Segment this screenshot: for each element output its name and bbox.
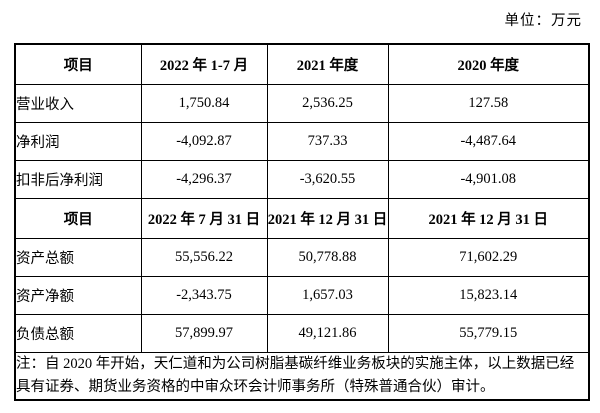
table-row-total-assets: 资产总额 55,556.22 50,778.88 71,602.29	[14, 237, 590, 277]
row-label: 净利润	[14, 121, 142, 161]
value-cell: 49,121.86	[266, 313, 389, 353]
value-cell: 50,778.88	[266, 237, 389, 277]
value-cell: 737.33	[266, 121, 389, 161]
value-cell: 2,536.25	[266, 83, 389, 123]
table-row-net-profit-after-nonrecurring: 扣非后净利润 -4,296.37 -3,620.55 -4,901.08	[14, 159, 590, 199]
audit-note: 注：自 2020 年开始，天仁道和为公司树脂基碳纤维业务板块的实施主体，以上数据…	[14, 351, 590, 401]
table-row-revenue: 营业收入 1,750.84 2,536.25 127.58	[14, 83, 590, 123]
header-date-2021-12-31-b: 2021 年 12 月 31 日	[387, 197, 590, 239]
header-period-2020: 2020 年度	[387, 43, 590, 85]
value-cell: 71,602.29	[387, 237, 590, 277]
table-note-row: 注：自 2020 年开始，天仁道和为公司树脂基碳纤维业务板块的实施主体，以上数据…	[14, 351, 590, 401]
row-label: 营业收入	[14, 83, 142, 123]
header-period-2021: 2021 年度	[266, 43, 389, 85]
row-label: 扣非后净利润	[14, 159, 142, 199]
row-label: 资产总额	[14, 237, 142, 277]
header-date-2022-07-31: 2022 年 7 月 31 日	[140, 197, 268, 239]
value-cell: -2,343.75	[140, 275, 268, 315]
value-cell: 55,556.22	[140, 237, 268, 277]
table-row-net-assets: 资产净额 -2,343.75 1,657.03 15,823.14	[14, 275, 590, 315]
value-cell: 15,823.14	[387, 275, 590, 315]
row-label: 资产净额	[14, 275, 142, 315]
header-item: 项目	[14, 43, 142, 85]
row-label: 负债总额	[14, 313, 142, 353]
value-cell: -4,901.08	[387, 159, 590, 199]
value-cell: -4,296.37	[140, 159, 268, 199]
value-cell: -4,487.64	[387, 121, 590, 161]
income-header-row: 项目 2022 年 1-7 月 2021 年度 2020 年度	[14, 43, 590, 85]
value-cell: -3,620.55	[266, 159, 389, 199]
value-cell: 1,750.84	[140, 83, 268, 123]
balance-header-row: 项目 2022 年 7 月 31 日 2021 年 12 月 31 日 2021…	[14, 197, 590, 239]
unit-label: 单位：万元	[504, 13, 582, 29]
value-cell: 1,657.03	[266, 275, 389, 315]
value-cell: 55,779.15	[387, 313, 590, 353]
header-period-2022: 2022 年 1-7 月	[140, 43, 268, 85]
table-row-net-profit: 净利润 -4,092.87 737.33 -4,487.64	[14, 121, 590, 161]
table-row-total-liabilities: 负债总额 57,899.97 49,121.86 55,779.15	[14, 313, 590, 353]
financial-summary-table: 项目 2022 年 1-7 月 2021 年度 2020 年度 营业收入 1,7…	[14, 43, 590, 401]
header-item: 项目	[14, 197, 142, 239]
value-cell: 127.58	[387, 83, 590, 123]
value-cell: 57,899.97	[140, 313, 268, 353]
value-cell: -4,092.87	[140, 121, 268, 161]
header-date-2021-12-31: 2021 年 12 月 31 日	[266, 197, 389, 239]
